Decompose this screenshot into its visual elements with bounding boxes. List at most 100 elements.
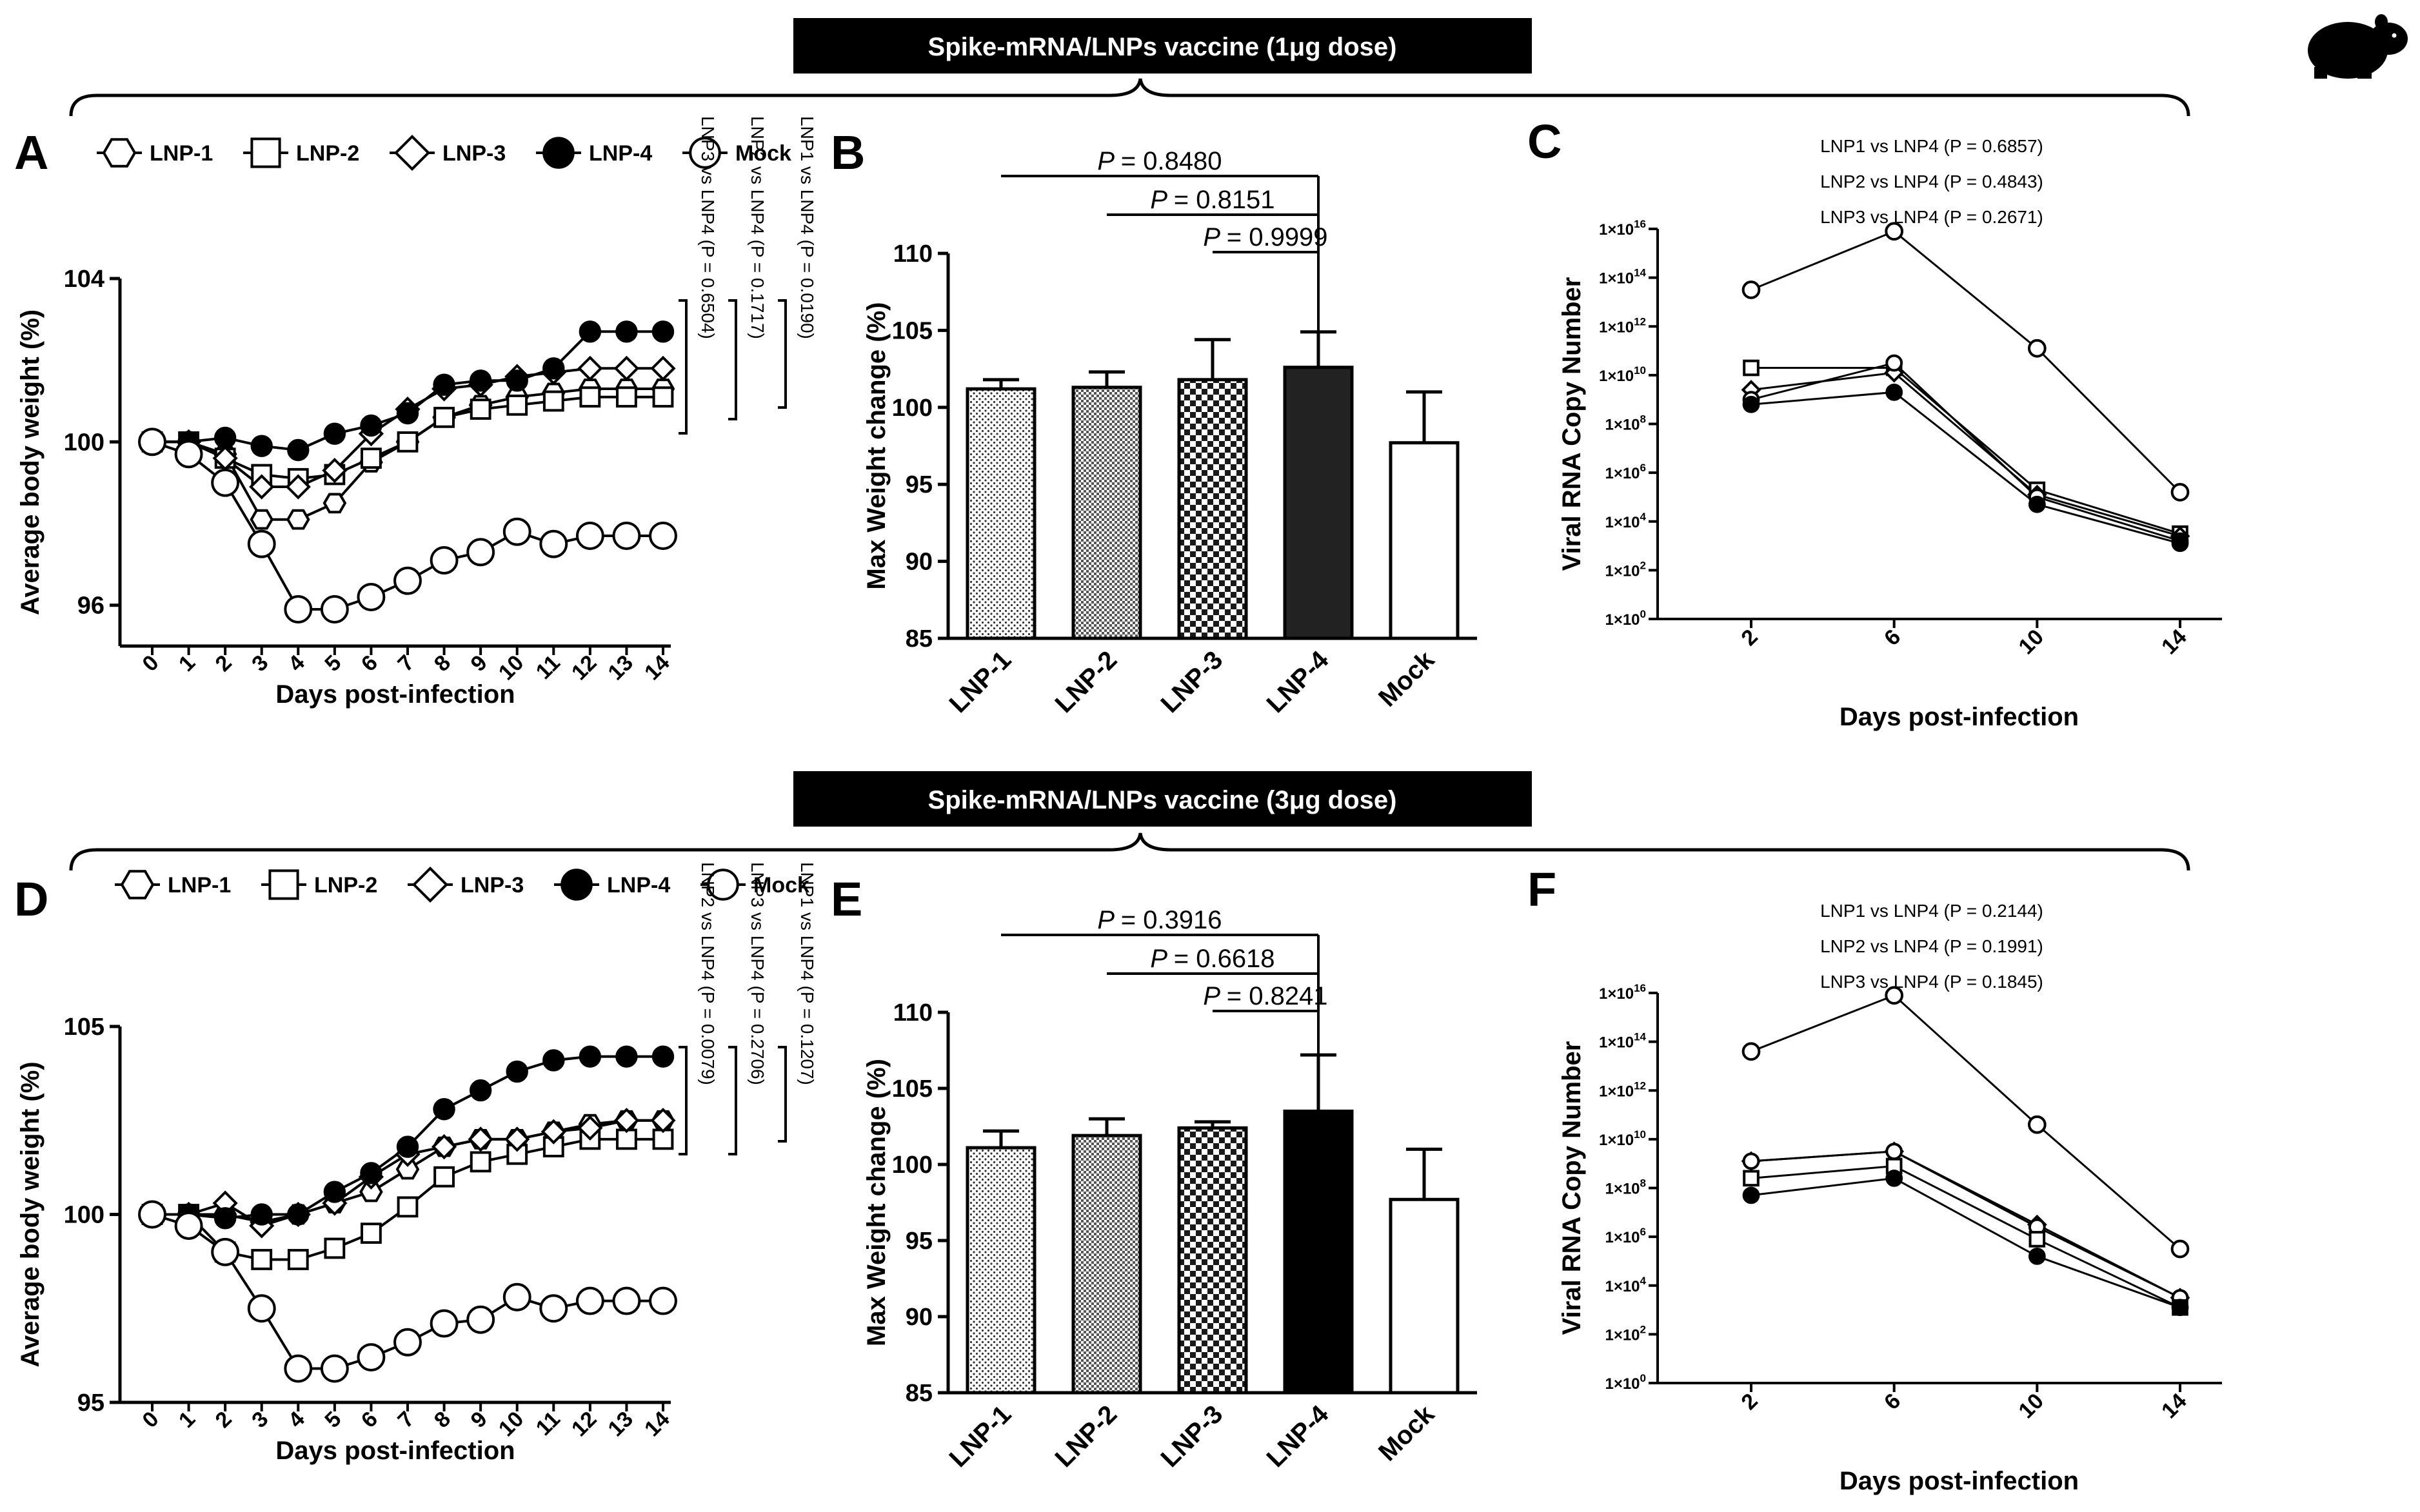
x-axis-title: Days post-infection [275,680,515,709]
stat-annotation-2: LNP2 vs LNP4 (P = 0.4843) [1820,172,2043,191]
y-tick-exp-2: 2 [1640,559,1646,571]
x-tick-label-14: 14 [640,1407,675,1442]
point-mock-day-6 [357,1343,386,1371]
y-tick-exp-16: 16 [1634,218,1646,230]
bar-lnp-1 [966,387,1036,640]
y-tick-label-110: 110 [893,241,933,268]
x-tick-label-0: 0 [137,1407,163,1433]
legend-label-lnp-4: LNP-4 [589,141,652,166]
stat-annotation-2: LNP2 vs LNP4 (P = 0.1991) [1820,936,2043,956]
point-mock-day-5 [320,595,349,623]
x-tick-label-3: 3 [247,651,273,676]
y-tick-label-10: 1×1010 [1599,1128,1646,1149]
y-tick-base-8: 1×10 [1605,1181,1640,1198]
y-tick-label-12: 1×1012 [1599,1079,1646,1100]
x-axis-title: Days post-infection [1840,1467,2079,1495]
y-tick-exp-0: 0 [1640,1372,1646,1384]
top-brace [69,78,2190,117]
point-mock-day-9 [466,1305,495,1334]
y-tick-exp-4: 4 [1640,1275,1647,1287]
point-mock-day-10 [502,517,531,546]
point-mock-day-10 [2027,339,2047,358]
y-tick-label-2: 1×102 [1605,1323,1646,1344]
point-lnp-4-day-14 [2171,1299,2189,1317]
point-lnp-1-day-5 [322,493,347,514]
y-tick-exp-10: 10 [1634,1128,1646,1141]
legend-label-mock: Mock [753,873,809,898]
series-line-lnp-3 [1751,371,2181,537]
legend-marker-lnp-4 [560,869,593,901]
y-tick-base-12: 1×10 [1599,1083,1634,1100]
p-value-2: = 0.6618 [1174,945,1275,973]
p-value-1: = 0.3916 [1121,906,1222,934]
point-mock-day-7 [393,566,422,595]
point-mock-day-13 [612,1286,641,1315]
y-tick-base-2: 1×10 [1605,562,1640,580]
x-tick-label-4: 4 [284,651,310,676]
legend-marker-lnp-3 [412,866,449,903]
x-tick-label-13: 13 [603,1407,638,1442]
x-tick-label-lnp-4: LNP-4 [1262,1400,1334,1473]
point-lnp-4-day-2 [213,1207,237,1230]
legend-label-lnp-4: LNP-4 [607,873,670,898]
x-tick-label-7: 7 [393,1407,419,1433]
p-symbol-2: P [1150,186,1173,214]
p-value-3: = 0.8241 [1227,982,1328,1010]
point-lnp-3-day-3 [249,474,275,500]
x-axis-title: Days post-infection [275,1437,515,1465]
bar-lnp-3 [1177,1126,1248,1395]
bar-lnp-1 [966,1146,1036,1395]
y-tick-label-10: 1×1010 [1599,364,1646,385]
y-tick-label-104: 104 [64,266,104,293]
panel-letter-b: B [831,126,865,179]
point-lnp-2-day-14 [652,386,674,408]
x-tick-label-9: 9 [466,651,492,676]
y-tick-label-100: 100 [64,429,104,456]
x-tick-label-lnp-3: LNP-3 [1156,645,1229,718]
p-value-1: = 0.8480 [1121,147,1222,175]
point-lnp-4-day-11 [542,1049,565,1072]
point-mock-day-12 [575,1286,604,1315]
point-lnp-3-day-8 [431,1134,457,1160]
point-lnp-4-day-4 [287,1203,310,1226]
point-lnp-2-day-6 [361,1222,382,1244]
stat-annotation-3: LNP3 vs LNP4 (P = 0.2671) [1820,207,2043,227]
p-symbol-3: P [1203,223,1226,251]
y-axis-title: Average body weight (%) [16,1061,45,1367]
point-lnp-2-day-3 [251,1249,273,1270]
point-mock-day-14 [2170,483,2190,502]
point-lnp-3-day-12 [577,355,603,381]
y-axis-title: Average body weight (%) [16,309,45,615]
stat-annotation-1: LNP1 vs LNP4 (P = 0.2144) [1820,901,2043,921]
y-tick-base-6: 1×10 [1605,1229,1640,1246]
x-tick-label-6: 6 [357,651,382,676]
point-lnp-4-day-12 [579,1045,602,1068]
stat-annotation-1: LNP1 vs LNP4 (P = 0.6857) [1820,136,2043,156]
bar-lnp-2 [1071,1134,1142,1395]
bar-lnp-4 [1283,366,1354,640]
point-mock-day-14 [649,1286,677,1315]
y-tick-label-100: 100 [892,395,933,422]
comparison-label-1: P = 0.3916 [1097,906,1222,934]
legend-marker-lnp-1 [102,138,137,168]
x-tick-label-8: 8 [430,1407,455,1433]
point-lnp-4-day-3 [250,435,273,457]
point-lnp-4-day-2 [1742,395,1760,413]
point-lnp-2-day-6 [361,447,382,469]
y-tick-label-0: 1×100 [1605,608,1646,629]
y-tick-base-14: 1×10 [1599,270,1634,288]
y-tick-label-95: 95 [906,1228,933,1255]
p-symbol-3: P [1203,982,1226,1010]
top-banner: Spike-mRNA/LNPs vaccine (1μg dose) [793,18,1532,74]
point-lnp-2-day-11 [542,390,564,412]
y-tick-label-85: 85 [906,1380,933,1407]
x-tick-label-7: 7 [393,651,419,676]
point-lnp-4-day-5 [323,1181,346,1203]
stat-annotation-2: LNP3 vs LNP4 (P = 0.2706) [748,862,768,1085]
point-lnp-2-day-13 [616,386,637,408]
series-line-mock [1751,994,2181,1250]
point-lnp-2-day-9 [470,1151,491,1173]
y-tick-exp-8: 8 [1640,1177,1646,1190]
y-tick-label-96: 96 [77,593,104,620]
point-lnp-3-day-13 [613,355,640,381]
